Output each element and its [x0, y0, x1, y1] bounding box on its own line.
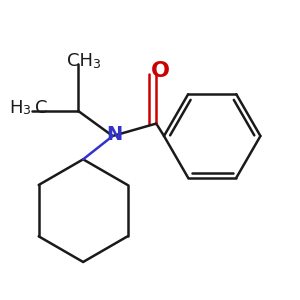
- Text: 3: 3: [92, 58, 100, 71]
- Text: H: H: [9, 99, 22, 117]
- Text: C: C: [35, 99, 47, 117]
- Text: N: N: [106, 125, 122, 144]
- Text: 3: 3: [22, 104, 30, 117]
- Text: CH: CH: [67, 52, 93, 70]
- Text: O: O: [151, 61, 170, 81]
